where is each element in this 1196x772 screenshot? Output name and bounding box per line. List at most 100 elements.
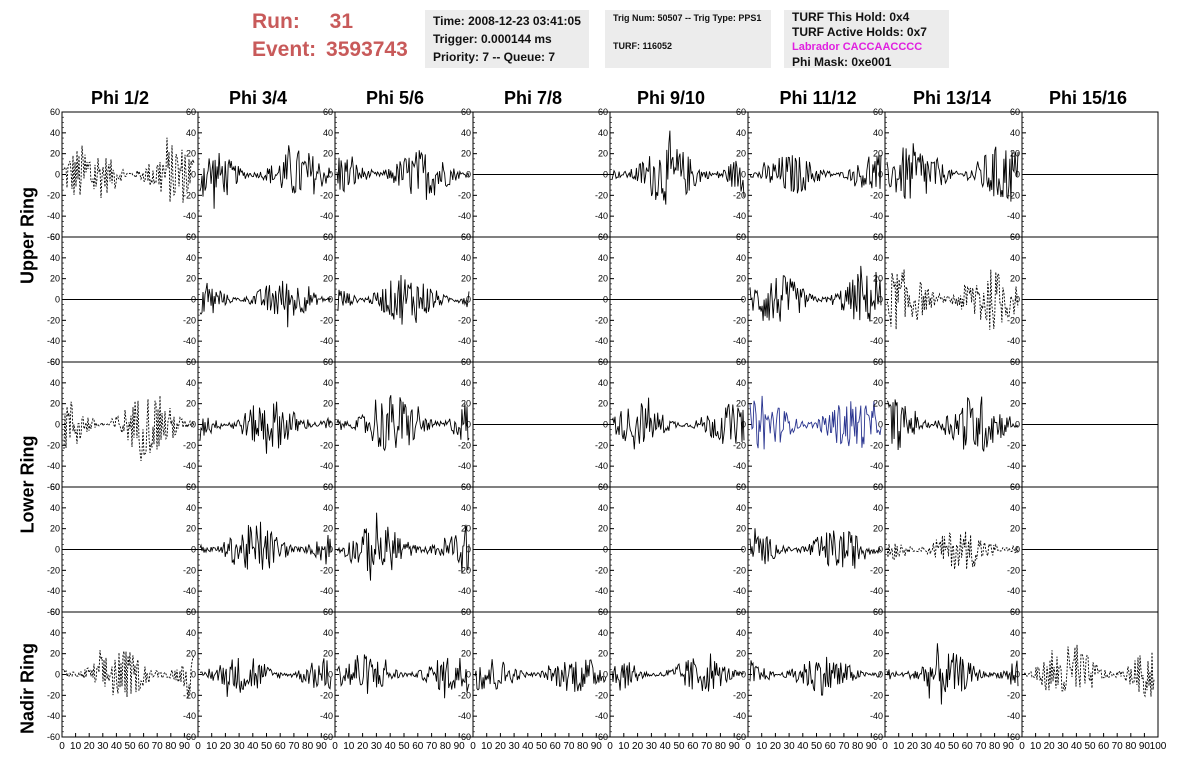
x-tick-label: 40 [797, 741, 809, 752]
y-tick-label: 40 [736, 128, 746, 138]
x-tick-label: 30 [234, 741, 246, 752]
waveform-trace [749, 656, 882, 696]
y-tick-label: 0 [328, 670, 333, 680]
y-tick-label: 40 [873, 253, 883, 263]
y-tick-label: -20 [595, 315, 608, 325]
y-tick-label: 20 [1010, 274, 1020, 284]
y-tick-label: 0 [55, 545, 60, 555]
y-tick-label: -60 [733, 732, 746, 742]
x-tick-label: 50 [398, 741, 410, 752]
x-tick-label: 90 [591, 741, 603, 752]
x-tick-label: 80 [989, 741, 1001, 752]
y-tick-label: 40 [461, 128, 471, 138]
x-tick-label: 90 [729, 741, 741, 752]
y-tick-label: 20 [323, 274, 333, 284]
waveform-trace [886, 143, 1019, 202]
y-tick-label: 40 [323, 378, 333, 388]
y-tick-label: -40 [733, 711, 746, 721]
y-tick-label: -20 [733, 565, 746, 575]
waveform-trace [749, 395, 882, 450]
x-tick-label: 70 [152, 741, 164, 752]
x-tick-label: 30 [97, 741, 109, 752]
x-tick-label: 100 [1150, 741, 1167, 752]
y-tick-label: 0 [466, 170, 471, 180]
y-tick-label: -40 [870, 211, 883, 221]
x-tick-label: 0 [607, 741, 613, 752]
y-tick-label: 20 [323, 149, 333, 159]
x-tick-label: 10 [1030, 741, 1042, 752]
y-tick-label: 60 [873, 107, 883, 117]
x-tick-label: 90 [454, 741, 466, 752]
y-tick-label: -20 [1007, 315, 1020, 325]
y-tick-label: 20 [873, 399, 883, 409]
x-tick-label: 50 [124, 741, 136, 752]
y-tick-label: 20 [461, 524, 471, 534]
y-tick-label: -20 [595, 690, 608, 700]
waveform-trace [199, 280, 332, 328]
y-tick-label: 0 [191, 295, 196, 305]
y-tick-label: 0 [1015, 420, 1020, 430]
y-tick-label: -20 [47, 315, 60, 325]
x-tick-label: 70 [975, 741, 987, 752]
x-tick-label: 40 [1071, 741, 1083, 752]
y-tick-label: 40 [1010, 128, 1020, 138]
x-tick-label: 70 [1112, 741, 1124, 752]
y-tick-label: 60 [186, 607, 196, 617]
x-tick-label: 90 [866, 741, 878, 752]
waveform-trace [199, 521, 332, 570]
waveform-trace [611, 653, 745, 692]
turf-info-box: TURF This Hold: 0x4 TURF Active Holds: 0… [784, 10, 949, 69]
y-tick-label: 0 [1015, 295, 1020, 305]
y-tick-label: -20 [1007, 690, 1020, 700]
y-tick-label: 20 [598, 149, 608, 159]
x-tick-label: 40 [247, 741, 259, 752]
x-tick-label: 50 [1084, 741, 1096, 752]
y-tick-label: 60 [598, 607, 608, 617]
x-tick-label: 70 [288, 741, 300, 752]
x-tick-label: 20 [632, 741, 644, 752]
y-tick-label: 20 [461, 149, 471, 159]
x-tick-label: 0 [59, 741, 65, 752]
y-tick-label: -40 [595, 711, 608, 721]
column-title: Phi 9/10 [636, 88, 706, 108]
y-tick-label: 0 [191, 670, 196, 680]
x-tick-label: 20 [495, 741, 507, 752]
column-title: Phi 5/6 [365, 88, 425, 108]
waveform-trace [199, 145, 332, 209]
y-tick-label: -20 [870, 565, 883, 575]
y-tick-label: -60 [320, 732, 333, 742]
x-tick-label: 30 [921, 741, 933, 752]
y-tick-label: -20 [320, 565, 333, 575]
run-event-block: Run: 31 Event: 3593743 [252, 8, 408, 64]
waveform-trace [199, 657, 332, 697]
panel-frame [61, 111, 199, 238]
y-tick-label: 40 [461, 503, 471, 513]
y-tick-label: 60 [50, 107, 60, 117]
y-tick-label: 20 [323, 524, 333, 534]
y-tick-label: -20 [183, 440, 196, 450]
x-tick-label: 80 [302, 741, 314, 752]
y-tick-label: 20 [323, 649, 333, 659]
x-tick-label: 90 [179, 741, 191, 752]
y-tick-label: -20 [320, 315, 333, 325]
y-tick-label: 60 [1010, 482, 1020, 492]
y-tick-label: -20 [595, 190, 608, 200]
x-tick-label: 80 [440, 741, 452, 752]
y-tick-label: 60 [873, 482, 883, 492]
y-tick-label: -40 [595, 336, 608, 346]
y-tick-label: 40 [736, 253, 746, 263]
y-tick-label: 60 [1010, 357, 1020, 367]
waveform-trace [611, 130, 745, 205]
y-tick-label: -20 [320, 190, 333, 200]
y-tick-label: 0 [328, 545, 333, 555]
event-row: Event: 3593743 [252, 36, 408, 64]
x-tick-label: 60 [550, 741, 562, 752]
x-tick-label: 10 [618, 741, 630, 752]
x-tick-label: 20 [84, 741, 96, 752]
